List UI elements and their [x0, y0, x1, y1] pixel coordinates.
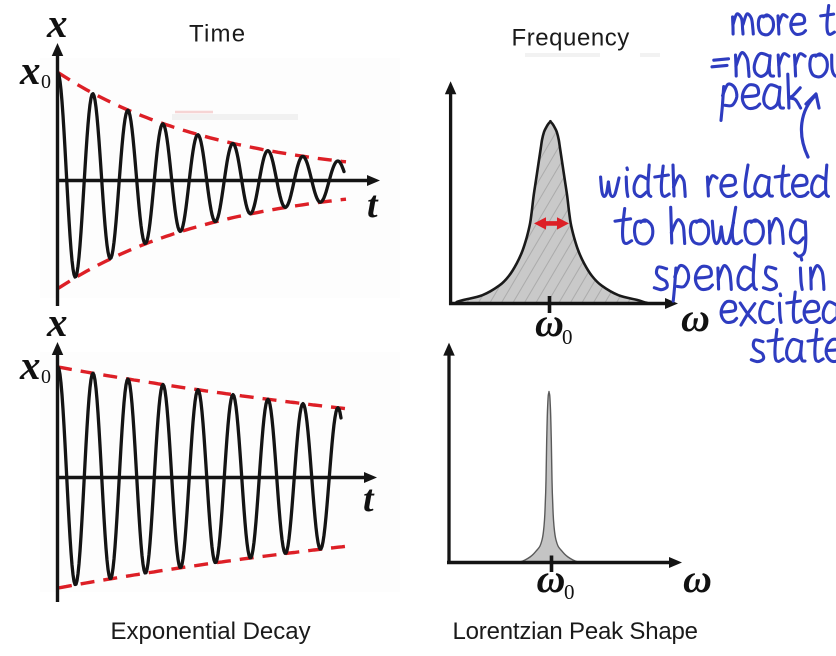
svg-text:0: 0	[562, 325, 573, 349]
svg-text:x: x	[19, 47, 41, 93]
svg-text:ω: ω	[683, 556, 712, 601]
svg-text:t: t	[367, 184, 379, 226]
svg-text:0: 0	[41, 366, 51, 388]
svg-text:ω: ω	[681, 295, 710, 340]
svg-text:x: x	[46, 0, 68, 46]
svg-text:0: 0	[564, 580, 575, 604]
svg-text:Time: Time	[189, 21, 246, 48]
svg-text:ω: ω	[537, 556, 566, 601]
svg-text:Exponential Decay: Exponential Decay	[111, 618, 311, 645]
svg-text:x: x	[46, 299, 68, 345]
svg-text:ω: ω	[535, 300, 564, 345]
svg-text:Frequency: Frequency	[512, 24, 630, 51]
svg-text:t: t	[363, 478, 375, 520]
svg-text:x: x	[19, 342, 41, 388]
svg-text:0: 0	[41, 71, 51, 93]
svg-text:Lorentzian Peak Shape: Lorentzian Peak Shape	[453, 618, 698, 645]
